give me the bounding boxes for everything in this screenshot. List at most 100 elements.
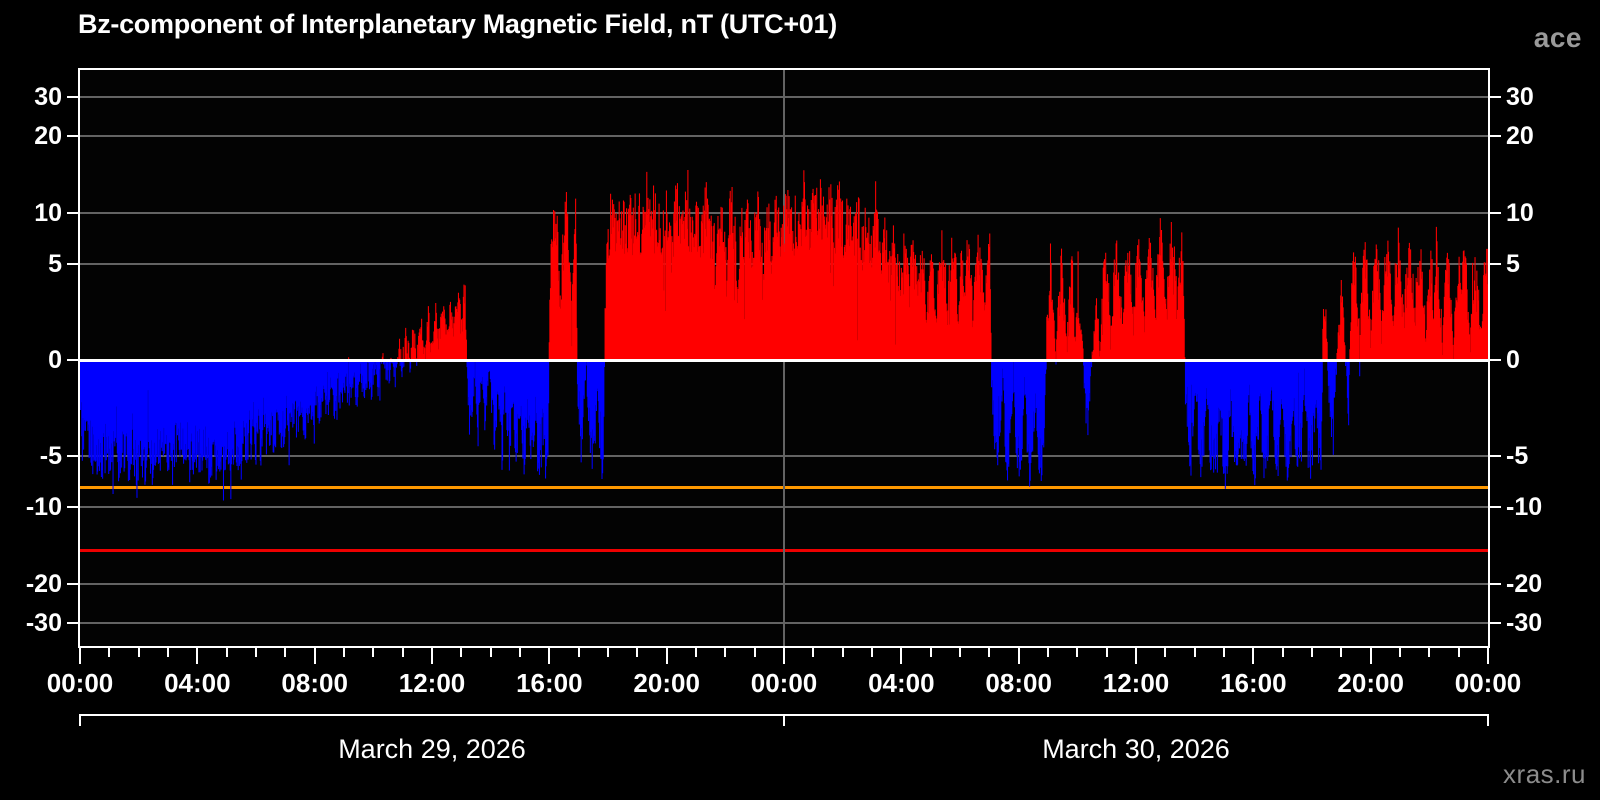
y-tick-label-left--5: -5 xyxy=(39,442,62,471)
x-tick-minor-3 xyxy=(167,648,169,657)
y-tick-label-left-30: 30 xyxy=(34,82,62,111)
x-tick-label-10: 16:00 xyxy=(1220,668,1287,698)
y-tick-mark-left--30 xyxy=(67,622,78,625)
day-label-1: March 30, 2026 xyxy=(1042,734,1230,764)
x-tick-minor-46 xyxy=(1428,648,1431,657)
x-tick-minor-21 xyxy=(695,648,697,657)
x-tick-minor-25 xyxy=(812,648,815,657)
x-tick-minor-22 xyxy=(724,648,727,657)
x-tick-minor-35 xyxy=(1105,648,1108,657)
y-tick-mark-left-30 xyxy=(67,95,78,98)
y-tick-mark-right-30 xyxy=(1490,95,1501,98)
source-watermark-bottom: xras.ru xyxy=(1503,759,1586,789)
x-tick-minor-6 xyxy=(255,648,257,657)
y-tick-label-right--20: -20 xyxy=(1506,570,1543,599)
x-tick-label-7: 04:00 xyxy=(868,668,935,698)
x-tick-label-6: 00:00 xyxy=(750,668,818,698)
x-tick-label-1: 04:00 xyxy=(164,668,231,698)
x-tick-label-2: 08:00 xyxy=(281,668,348,698)
y-tick-mark-right--20 xyxy=(1490,583,1501,586)
x-tick-minor-17 xyxy=(577,648,580,657)
x-tick-major-4 xyxy=(196,648,199,664)
y-tick-label-right--5: -5 xyxy=(1506,442,1529,471)
x-tick-major-24 xyxy=(783,648,785,664)
y-tick-mark-left-10 xyxy=(67,212,78,215)
x-tick-label-12: 00:00 xyxy=(1454,668,1522,698)
y-tick-label-left-5: 5 xyxy=(48,249,62,278)
x-tick-label-0: 00:00 xyxy=(46,668,114,698)
y-tick-mark-left--5 xyxy=(67,455,78,458)
bz-negative-bars xyxy=(80,359,1455,501)
x-tick-minor-19 xyxy=(636,648,639,657)
x-tick-label-8: 08:00 xyxy=(985,668,1052,698)
y-tick-mark-right--30 xyxy=(1490,622,1501,625)
y-tick-label-right-30: 30 xyxy=(1506,82,1534,111)
y-tick-label-right-0: 0 xyxy=(1506,345,1520,374)
x-tick-minor-9 xyxy=(343,648,345,657)
x-tick-minor-5 xyxy=(225,648,228,657)
x-tick-minor-34 xyxy=(1076,648,1079,657)
y-tick-label-right-10: 10 xyxy=(1506,199,1534,228)
x-tick-minor-23 xyxy=(753,648,756,657)
y-tick-mark-right-20 xyxy=(1490,134,1501,137)
x-tick-minor-29 xyxy=(929,648,932,657)
y-tick-label-left--30: -30 xyxy=(25,609,62,638)
x-tick-label-3: 12:00 xyxy=(398,668,466,698)
bz-positive-bars xyxy=(348,170,1488,360)
y-tick-mark-right-0 xyxy=(1490,358,1501,361)
day-bracket-0 xyxy=(79,714,785,726)
x-tick-minor-13 xyxy=(460,648,463,657)
x-tick-minor-11 xyxy=(401,648,404,657)
x-tick-minor-41 xyxy=(1281,648,1284,657)
y-tick-label-left-20: 20 xyxy=(34,121,62,150)
x-tick-minor-31 xyxy=(988,648,991,657)
zero-line xyxy=(80,358,1488,362)
x-tick-minor-45 xyxy=(1399,648,1401,657)
x-tick-minor-15 xyxy=(519,648,521,657)
x-tick-minor-18 xyxy=(607,648,609,657)
day-label-0: March 29, 2026 xyxy=(338,734,526,764)
plot-area xyxy=(78,68,1490,648)
source-watermark-top: ace xyxy=(1533,22,1582,53)
x-tick-major-36 xyxy=(1135,648,1137,664)
x-tick-major-32 xyxy=(1017,648,1020,664)
x-tick-minor-47 xyxy=(1457,648,1460,657)
x-tick-major-0 xyxy=(79,648,81,664)
y-tick-label-left--20: -20 xyxy=(25,570,62,599)
x-tick-minor-33 xyxy=(1047,648,1049,657)
y-tick-mark-left-20 xyxy=(67,134,78,137)
x-tick-minor-39 xyxy=(1223,648,1225,657)
x-tick-minor-42 xyxy=(1311,648,1313,657)
y-tick-mark-left--20 xyxy=(67,583,78,586)
y-tick-label-right-5: 5 xyxy=(1506,249,1520,278)
y-tick-mark-right-10 xyxy=(1490,212,1501,215)
x-tick-minor-2 xyxy=(137,648,140,657)
x-tick-label-11: 20:00 xyxy=(1337,668,1404,698)
x-tick-major-16 xyxy=(548,648,551,664)
x-tick-major-20 xyxy=(665,648,668,664)
x-tick-label-4: 16:00 xyxy=(516,668,583,698)
bz-series xyxy=(80,170,1488,501)
y-tick-mark-left-5 xyxy=(67,262,78,265)
x-tick-minor-26 xyxy=(841,648,844,657)
x-tick-major-12 xyxy=(431,648,433,664)
x-tick-minor-10 xyxy=(372,648,375,657)
chart-title: Bz-component of Interplanetary Magnetic … xyxy=(78,9,837,39)
y-tick-label-left--10: -10 xyxy=(25,492,62,521)
x-tick-minor-43 xyxy=(1340,648,1343,657)
y-tick-mark-right-5 xyxy=(1490,262,1501,265)
y-tick-label-left-10: 10 xyxy=(34,199,62,228)
x-tick-minor-30 xyxy=(959,648,961,657)
y-tick-label-right-20: 20 xyxy=(1506,121,1534,150)
x-tick-minor-7 xyxy=(284,648,287,657)
y-tick-label-right--10: -10 xyxy=(1506,492,1543,521)
x-tick-minor-37 xyxy=(1164,648,1167,657)
x-tick-major-8 xyxy=(313,648,316,664)
x-tick-minor-38 xyxy=(1193,648,1196,657)
x-tick-minor-14 xyxy=(489,648,492,657)
x-tick-minor-27 xyxy=(871,648,873,657)
x-tick-minor-1 xyxy=(108,648,111,657)
x-tick-major-48 xyxy=(1487,648,1489,664)
y-tick-label-left-0: 0 xyxy=(48,345,62,374)
